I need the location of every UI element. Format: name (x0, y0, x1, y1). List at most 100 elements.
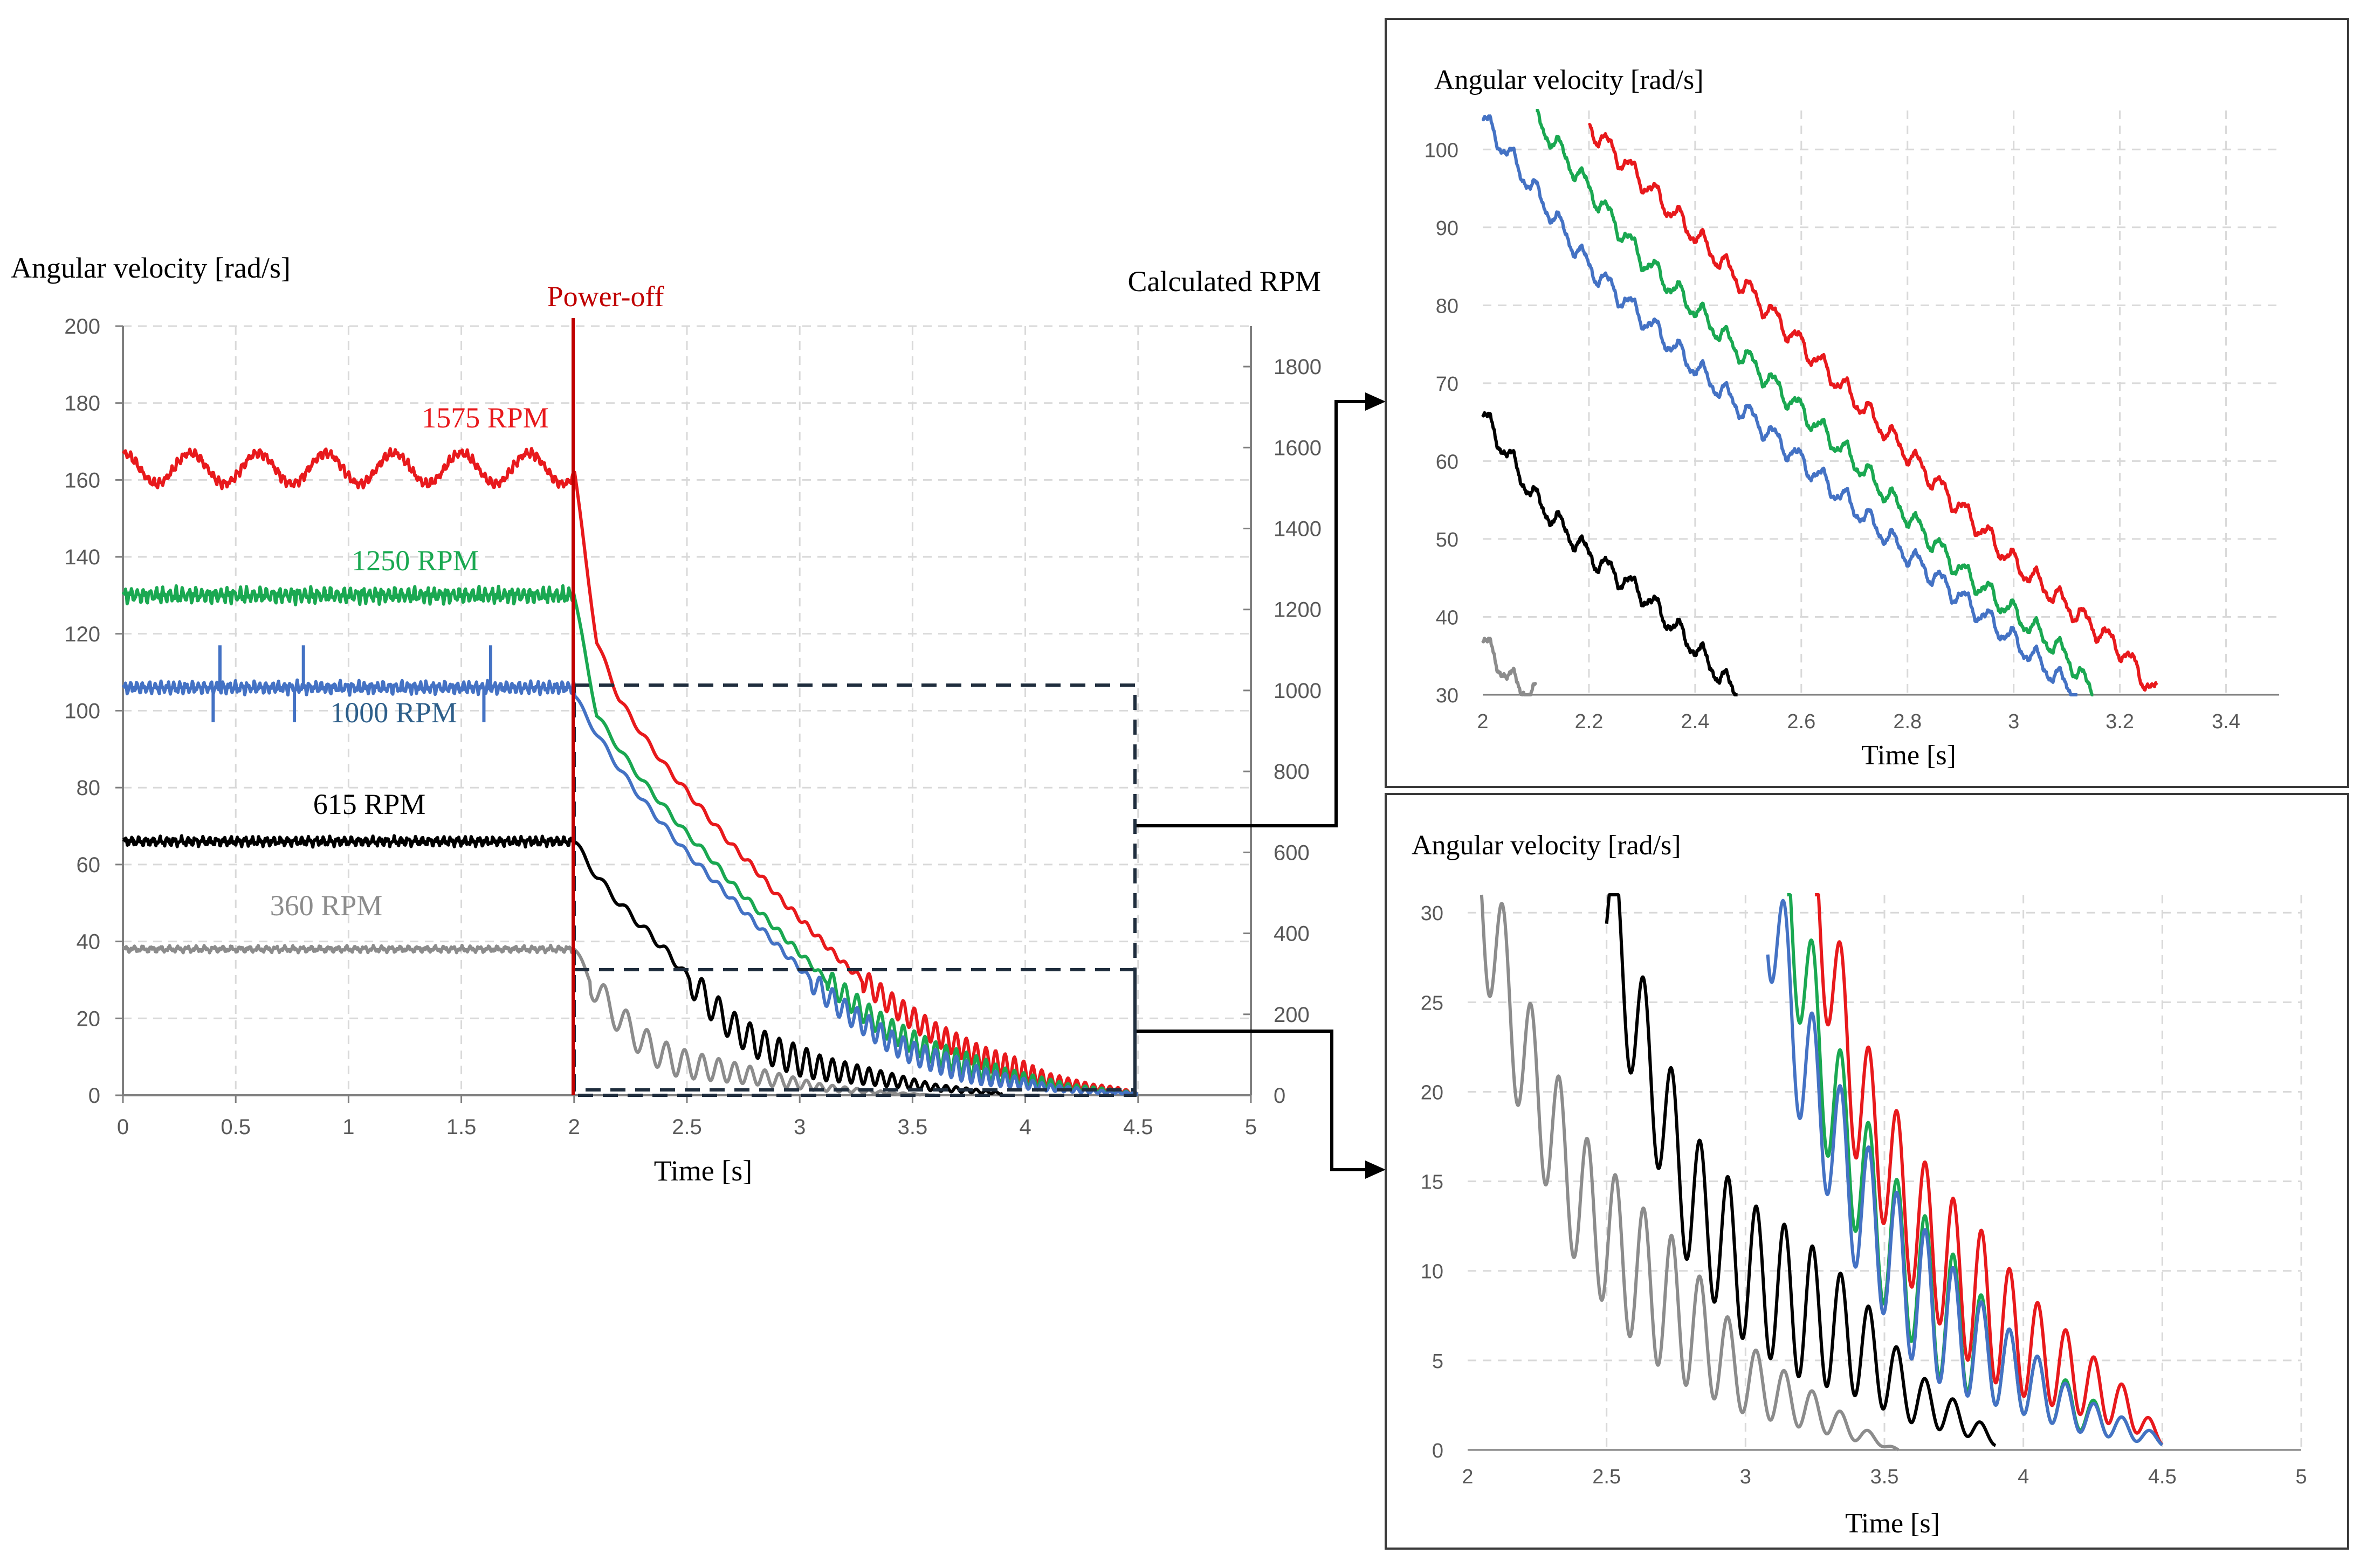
zoom-x-tick-label: 3 (2008, 710, 2019, 733)
main-y-axis-title: Angular velocity [rad/s] (11, 252, 291, 284)
main-chart: 0 0.5 1 1.5 2 2.5 3 3.5 4 4.5 5 0 20 40 60 80 100 120 140… (11, 252, 1322, 1187)
label-1575-rpm: 1575 RPM (422, 402, 549, 434)
zoom-x-tick-label: 5 (2295, 1466, 2307, 1488)
main-x-tick-label: 4.5 (1123, 1115, 1153, 1139)
main-y2-axis-title: Calculated RPM (1128, 265, 1321, 298)
main-y2-tick-label: 1000 (1274, 679, 1322, 703)
zoom-x-tick-label: 2.6 (1787, 710, 1815, 733)
zoom-series-s1250 (1535, 109, 2095, 696)
zoom-x-tick-label: 3 (1740, 1466, 1751, 1488)
zoom-y-tick-label: 30 (1421, 902, 1443, 925)
main-y2-tick-label: 1400 (1274, 517, 1322, 541)
main-y-tick-label: 160 (64, 468, 100, 492)
zoom-bottom-x-axis-title: Time [s] (1845, 1508, 1940, 1539)
zoom-x-tick-label: 2.4 (1681, 710, 1709, 733)
zoom-y-tick-label: 5 (1432, 1350, 1443, 1373)
zoom-bottom-y-tick-labels: 0 5 10 15 20 25 30 (1421, 902, 1443, 1462)
zoom-x-tick-label: 2.8 (1893, 710, 1922, 733)
main-y-tick-label: 140 (64, 545, 100, 569)
zoom-series-s1000 (1766, 899, 2164, 1447)
zoom-x-tick-label: 2 (1477, 710, 1488, 733)
zoom-x-tick-label: 2.2 (1575, 710, 1604, 733)
main-series-s1575 (122, 447, 1139, 1096)
main-y2-tick-label: 1800 (1274, 355, 1322, 379)
main-y2-tick-label: 1200 (1274, 598, 1322, 622)
zoom-x-tick-label: 4 (2018, 1466, 2029, 1488)
main-y-tick-label: 200 (64, 315, 100, 339)
main-grid (123, 325, 1252, 1095)
label-1000-rpm: 1000 RPM (330, 696, 457, 729)
zoom-y-tick-label: 80 (1436, 295, 1458, 317)
zoom-top-x-axis-title: Time [s] (1861, 740, 1956, 771)
zoom-bottom-frame (1385, 793, 2349, 1550)
main-y2-tick-label: 600 (1274, 841, 1310, 865)
zoom-series-s1000 (1481, 114, 2079, 696)
connector-lower-arrowhead (1365, 1161, 1386, 1179)
main-y-tick-label: 80 (77, 776, 101, 800)
zoom-series-s360 (1480, 894, 1900, 1452)
main-series (121, 447, 1139, 1097)
main-y-tick-label: 20 (77, 1007, 101, 1031)
zoom-top-series (1481, 109, 2158, 696)
zoom-y-tick-label: 90 (1436, 217, 1458, 240)
main-y-tick-label: 180 (64, 392, 100, 416)
main-y2-tick-label: 400 (1274, 922, 1310, 946)
zoom-box-upper (573, 683, 1137, 1097)
connector-upper (1137, 400, 1367, 827)
main-y-tick-label: 100 (64, 700, 100, 723)
zoom-y-tick-label: 15 (1421, 1171, 1443, 1194)
main-series-s1000 (121, 678, 1139, 1096)
zoom-top-y-tick-labels: 30 40 50 60 70 80 90 100 (1425, 139, 1458, 707)
label-1250-rpm: 1250 RPM (352, 544, 479, 577)
zoom-y-tick-label: 50 (1436, 529, 1458, 551)
zoom-y-tick-label: 60 (1436, 451, 1458, 473)
main-y2-tick-label: 800 (1274, 760, 1310, 784)
zoom-series-s1575 (1587, 123, 2158, 692)
zoom-y-tick-label: 20 (1421, 1081, 1443, 1104)
zoom-y-tick-label: 25 (1421, 992, 1443, 1014)
main-x-tick-label: 4 (1019, 1115, 1031, 1139)
main-y2-tick-label: 200 (1274, 1003, 1310, 1027)
zoom-series-s360 (1481, 637, 1538, 696)
main-y-tick-label: 120 (64, 623, 100, 646)
zoom-series-s615 (1605, 893, 1997, 1447)
connectors (1137, 392, 1386, 1179)
zoom-x-tick-label: 2.5 (1592, 1466, 1621, 1488)
power-off-label: Power-off (547, 280, 664, 313)
zoom-bottom-series (1480, 893, 2164, 1452)
main-x-tick-label: 3 (794, 1115, 806, 1139)
main-y-tick-label: 40 (77, 930, 101, 954)
label-360-rpm: 360 RPM (270, 889, 383, 922)
connector-lower (1137, 1030, 1367, 1171)
zoom-y-tick-label: 40 (1436, 606, 1458, 629)
zoom-y-tick-label: 30 (1436, 685, 1458, 707)
zoom-x-tick-label: 2 (1462, 1466, 1473, 1488)
main-x-tick-label: 1.5 (446, 1115, 477, 1139)
zoom-y-tick-label: 70 (1436, 373, 1458, 396)
label-615-rpm: 615 RPM (313, 788, 426, 820)
zoom-x-tick-label: 3.5 (1870, 1466, 1899, 1488)
main-x-tick-label: 2.5 (672, 1115, 702, 1139)
zoom-x-tick-label: 4.5 (2148, 1466, 2177, 1488)
main-x-tick-label: 1 (342, 1115, 354, 1139)
main-x-tick-label: 2 (568, 1115, 580, 1139)
zoom-bottom-chart: 2 2.5 3 3.5 4 4.5 5 0 5 10 15 20 25 30 Angular veloc… (1385, 793, 2349, 1550)
zoom-y-tick-label: 10 (1421, 1261, 1443, 1283)
main-x-tick-labels: 0 0.5 1 1.5 2 2.5 3 3.5 4 4.5 5 (117, 1095, 1257, 1139)
zoom-x-tick-label: 3.2 (2106, 710, 2134, 733)
main-x-tick-label: 0.5 (221, 1115, 251, 1139)
main-x-tick-label: 3.5 (898, 1115, 928, 1139)
zoom-x-tick-label: 3.4 (2212, 710, 2240, 733)
zoom-top-x-tick-labels: 2 2.2 2.4 2.6 2.8 3 3.2 3.4 (1477, 710, 2240, 733)
main-x-tick-label: 5 (1245, 1115, 1257, 1139)
main-x-tick-label: 0 (117, 1115, 129, 1139)
zoom-y-tick-label: 100 (1425, 139, 1458, 162)
main-y2-tick-labels: 0 200 400 600 800 1000 1200 1400 1600 1800 (1243, 355, 1322, 1108)
zoom-series-s1575 (1813, 893, 2164, 1446)
main-y-tick-label: 0 (88, 1084, 100, 1108)
zoom-bottom-y-axis-title: Angular velocity [rad/s] (1412, 830, 1681, 861)
zoom-top-chart: 2 2.2 2.4 2.6 2.8 3 3.2 3.4 30 40 50 60 70 80 90 100 A… (1385, 18, 2349, 788)
main-y2-tick-label: 1600 (1274, 436, 1322, 460)
zoom-bottom-x-tick-labels: 2 2.5 3 3.5 4 4.5 5 (1462, 1466, 2307, 1488)
